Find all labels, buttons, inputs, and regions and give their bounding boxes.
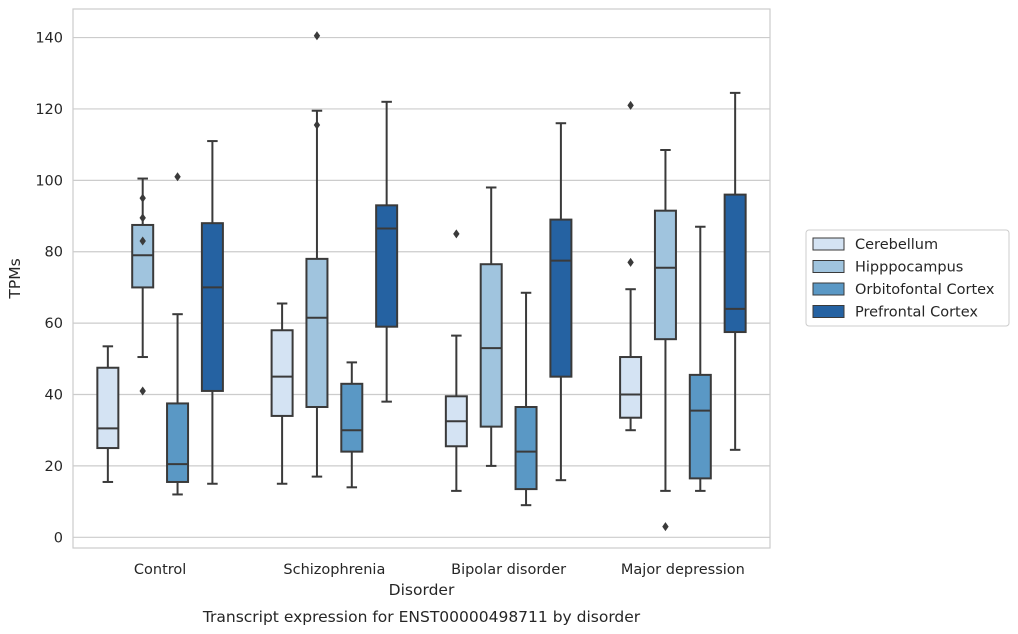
box-group [270,302,294,485]
outlier-point [627,257,634,267]
box [200,222,224,392]
outlier-point [139,193,146,203]
legend-label: Hipppocampus [855,260,963,276]
box-group [514,291,538,507]
box [96,366,120,450]
x-tick-label: Bipolar disorder [451,562,566,578]
grid-lines [73,36,770,538]
y-axis-label: TPMs [6,258,24,299]
box [549,218,573,378]
box-group [619,100,643,432]
legend-label: Cerebellum [855,237,938,253]
legend-items: Cerebellum Hipppocampus Orbitofontal Corte… [812,237,995,321]
legend-label: Prefrontal Cortex [855,305,978,321]
x-axis-label: Disorder [389,581,455,599]
box-group [200,140,224,485]
plot-frame [72,8,771,549]
y-tick-labels: 0 20 40 60 80 100 120 140 [35,31,63,547]
box-group [131,177,155,396]
box [723,193,747,334]
outlier-point [139,236,146,246]
x-tick-label: Schizophrenia [283,562,385,578]
box-group [375,100,399,403]
outlier-point [139,386,146,396]
y-tick-label: 80 [45,245,63,261]
box-group [444,229,468,492]
y-tick-label: 100 [35,173,63,189]
box [340,382,364,453]
outlier-point [313,120,321,130]
box-group [549,122,573,482]
outlier-point [627,100,634,110]
box-group [723,91,747,451]
legend-swatch [812,237,845,251]
legend: Cerebellum Hipppocampus Orbitofontal Corte… [805,229,1010,327]
y-tick-label: 20 [45,459,63,475]
outlier-point [139,213,146,223]
legend-swatch [812,305,845,318]
box [305,257,329,409]
box [688,373,712,480]
box [514,406,538,491]
x-tick-label: Major depression [621,562,745,578]
box [619,356,643,419]
box-group [340,361,364,489]
box-group [479,186,503,467]
legend-swatch [812,260,845,273]
outlier-point [174,172,181,182]
legend-frame [805,229,1010,327]
box [479,263,503,428]
box-group [688,225,712,492]
outlier-point [662,522,669,532]
y-tick-label: 140 [35,31,63,47]
box-group [96,345,120,483]
x-tick-labels: Control Schizophrenia Bipolar disorder Majo… [134,562,745,578]
y-tick-label: 40 [45,388,63,404]
y-tick-label: 0 [54,530,63,546]
chart-caption: Transcript expression for ENST0000049871… [202,608,641,626]
legend-swatch [812,282,845,296]
box [270,329,294,417]
outlier-point [313,31,321,41]
box [166,402,190,483]
legend-label: Orbitofontal Cortex [855,282,995,298]
box-group [166,172,190,496]
box-group [305,31,329,478]
x-tick-label: Control [134,562,186,578]
y-tick-label: 120 [35,102,63,118]
outlier-point [453,229,460,239]
box [375,204,399,328]
box-group [653,148,677,532]
boxes [96,31,747,532]
box [653,209,677,341]
y-tick-label: 60 [45,316,63,332]
